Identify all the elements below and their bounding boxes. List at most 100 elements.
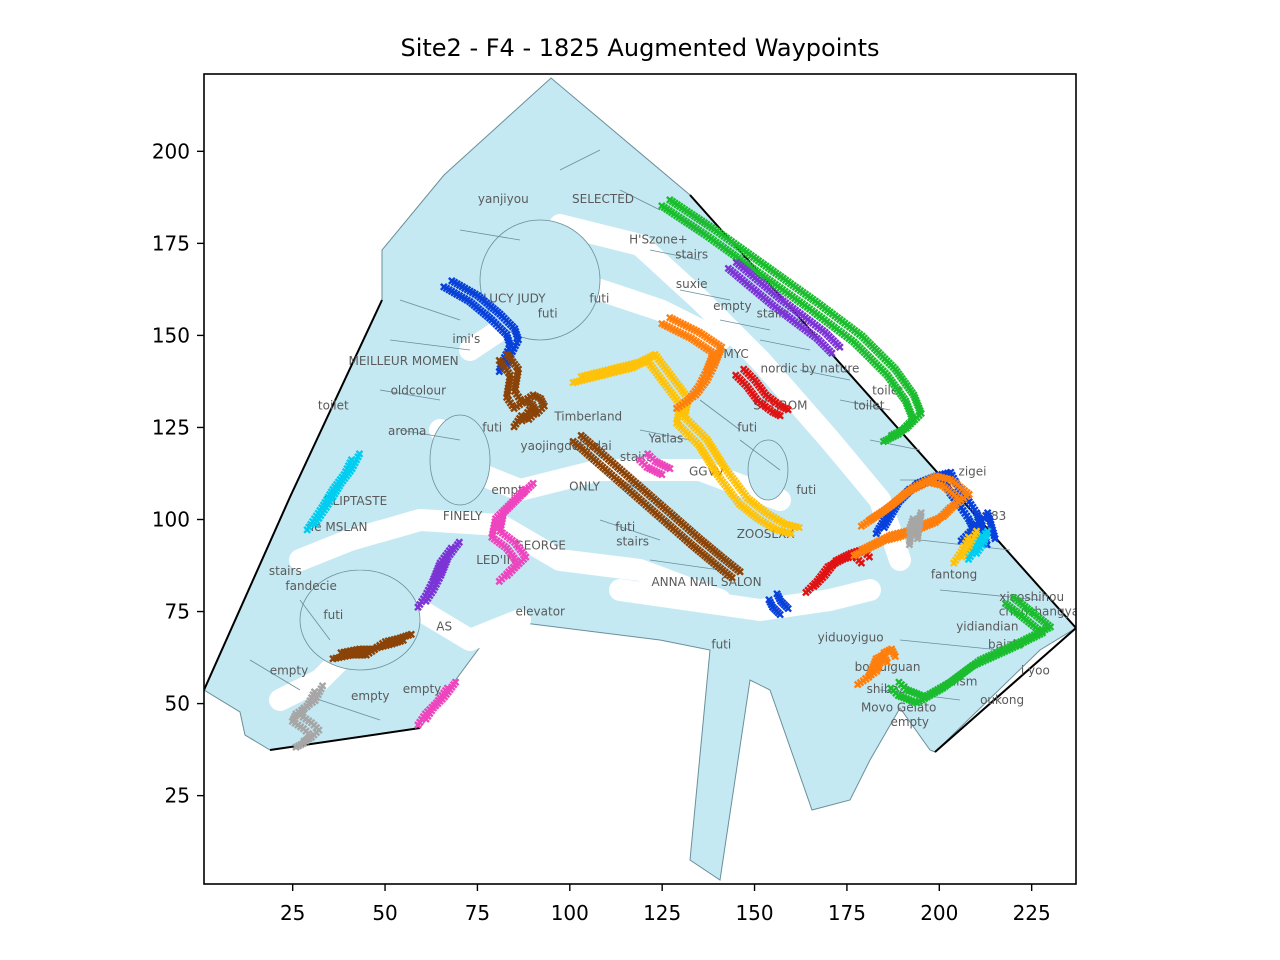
waypoint-marker	[672, 404, 681, 413]
shop-label: futi	[323, 608, 343, 622]
corridor	[549, 214, 911, 571]
waypoint-marker	[495, 367, 504, 376]
waypoint-marker	[300, 737, 308, 745]
x-tick-label: 200	[920, 901, 958, 925]
waypoint-marker	[503, 571, 512, 580]
waypoint-marker	[972, 527, 981, 536]
waypoint-marker	[972, 549, 981, 558]
room-wall	[459, 229, 521, 241]
room-wall	[319, 699, 381, 721]
waypoint-marker	[414, 721, 422, 729]
waypoint-marker	[865, 553, 874, 561]
waypoint-marker	[827, 349, 836, 357]
room-wall	[249, 659, 301, 691]
shop-label: futi	[615, 520, 635, 534]
shop-label: toilet	[854, 398, 885, 412]
waypoint-marker	[414, 603, 422, 612]
waypoint-marker	[658, 470, 666, 479]
waypoint-marker	[680, 398, 689, 407]
waypoint-marker	[891, 652, 900, 661]
shop-label: futi	[796, 483, 816, 497]
waypoint-marker	[784, 405, 792, 414]
room-wall	[299, 599, 331, 641]
room-wall	[399, 299, 461, 321]
shop-label: H'Szone+	[629, 233, 688, 247]
atrium-island	[747, 439, 789, 501]
waypoint-series	[949, 527, 981, 567]
y-tick-label: 200	[152, 139, 190, 163]
waypoint-marker	[991, 534, 999, 543]
waypoint-marker	[776, 411, 784, 420]
room-wall	[649, 249, 701, 261]
waypoint-marker	[913, 534, 922, 543]
waypoint-marker	[292, 743, 300, 751]
room-wall	[399, 429, 461, 441]
waypoint-marker	[879, 437, 888, 446]
waypoint-series	[731, 365, 792, 420]
waypoint-marker	[736, 567, 744, 576]
shop-label: ANNA NAIL SALON	[651, 575, 761, 589]
waypoint-marker	[858, 545, 866, 554]
shop-label: empty	[270, 663, 309, 677]
y-tick-label: 150	[152, 323, 190, 347]
waypoint-series	[887, 593, 1055, 707]
room-wall	[899, 639, 1001, 651]
room-wall	[799, 369, 851, 381]
shop-label: FINELY	[443, 509, 483, 523]
shop-label: empty	[403, 682, 442, 696]
waypoint-marker	[883, 658, 892, 667]
waypoint-marker	[399, 636, 408, 645]
shop-label: yanjiyou	[478, 192, 529, 206]
shop-label: fantong	[931, 568, 977, 582]
waypoint-marker	[964, 555, 973, 564]
x-tick-label: 50	[372, 901, 397, 925]
shop-label: empty	[713, 299, 752, 313]
room-wall	[739, 439, 781, 471]
shop-label: empty	[351, 689, 390, 703]
y-tick-label: 50	[165, 692, 190, 716]
shop-label: AS	[436, 619, 452, 633]
room-wall	[679, 289, 731, 301]
y-tick-label: 25	[165, 784, 190, 808]
waypoint-series	[414, 538, 464, 612]
plot-frame	[203, 73, 1077, 885]
waypoint-series	[658, 313, 726, 413]
waypoint-series	[850, 472, 974, 560]
waypoint-series	[635, 450, 674, 479]
room-wall	[759, 339, 811, 351]
shop-label: yidiandian	[956, 619, 1018, 633]
shop-label: MEILLEUR MOMEN	[348, 354, 458, 368]
room-wall	[869, 439, 921, 451]
shop-label: elevator	[515, 605, 565, 619]
shop-label: stairs	[269, 564, 302, 578]
corridor	[409, 599, 531, 651]
shop-label: ONLY	[569, 479, 601, 493]
waypoint-series	[495, 350, 549, 431]
y-tick-label: 100	[152, 508, 190, 532]
shop-label: futi	[737, 420, 757, 434]
shop-label: futi	[711, 638, 731, 652]
waypoint-marker	[495, 577, 504, 586]
floor-plan: yanjiyou SELECTEDH'Szone+stairssuxieempty…	[204, 77, 1076, 881]
atrium-island	[479, 219, 601, 341]
shop-label: stairs	[675, 247, 708, 261]
waypoint-series	[569, 350, 804, 538]
waypoints	[288, 196, 1055, 751]
shop-label: i yoo	[1021, 663, 1050, 677]
outer-boundary-line	[204, 194, 1076, 753]
room-wall	[699, 399, 741, 431]
shop-label: nordic by nature	[761, 362, 860, 376]
waypoint-series	[724, 258, 844, 357]
shop-label: GEORGE	[514, 538, 566, 552]
waypoint-series	[658, 196, 925, 446]
waypoint-series	[303, 450, 364, 534]
waypoint-marker	[857, 559, 866, 567]
shop-label: imi's	[452, 332, 480, 346]
waypoint-marker	[887, 431, 896, 440]
waypoint-marker	[422, 715, 430, 723]
waypoint-marker	[303, 526, 312, 534]
shop-label: ne MSLAN	[307, 520, 368, 534]
corridor	[609, 579, 881, 621]
waypoint-marker	[776, 610, 784, 619]
x-tick-label: 75	[465, 901, 490, 925]
